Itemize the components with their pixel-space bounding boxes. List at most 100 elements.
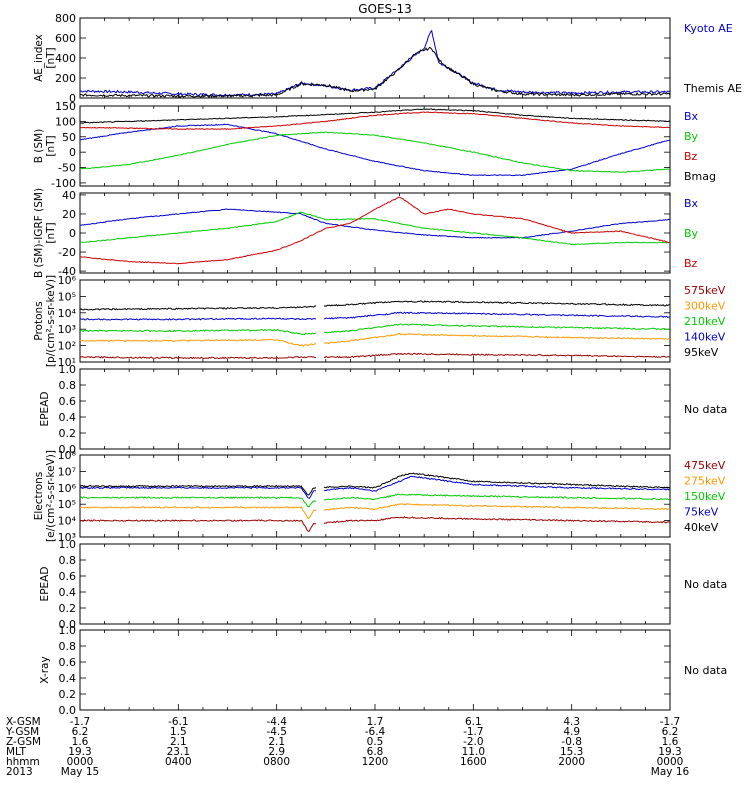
series-line-40kev xyxy=(79,472,671,496)
series-line-bmag xyxy=(79,108,671,124)
table-cell: 1.6 xyxy=(662,736,679,748)
panel-3: 40 20 0 -20 -40 B (SM)-IGRF (SM) [nT] Bx By Bz xyxy=(33,188,699,278)
table-row-label: 2013 xyxy=(6,766,33,778)
table-cell: 1600 xyxy=(460,756,487,768)
series-line-300kev xyxy=(79,333,671,347)
y-tick-label: -50 xyxy=(58,162,76,175)
panel-frame xyxy=(79,543,671,625)
table-cell: -1.7 xyxy=(660,716,681,728)
no-data-note: No data xyxy=(684,664,727,677)
panel-frame xyxy=(79,454,671,538)
table-cell: 23.1 xyxy=(167,746,190,758)
table-cell: -0.8 xyxy=(561,736,582,748)
y-tick-label: -100 xyxy=(51,177,76,190)
legend-150kev: 150keV xyxy=(684,490,726,503)
y-tick-label: 10³ xyxy=(58,323,76,336)
y-tick-label: 100 xyxy=(55,115,76,128)
y-tick-label: 20 xyxy=(62,208,76,221)
table-cell: 2.9 xyxy=(268,746,285,758)
panel-1: 0 200 400 600 800 AE_index [nT] Kyoto AE Themis … xyxy=(33,12,742,105)
y-tick-label: 150 xyxy=(55,100,76,113)
y-axis-label: AE_index xyxy=(33,34,45,82)
y-tick-label: 10³ xyxy=(58,531,76,544)
panel-frame xyxy=(79,368,671,450)
y-tick-label: 0.0 xyxy=(59,618,77,631)
y-tick-label: 50 xyxy=(62,131,76,144)
panel-frame xyxy=(79,629,671,711)
y-axis-label: EPEAD xyxy=(39,567,51,602)
series-line-150kev xyxy=(79,493,671,508)
legend-575kev: 575keV xyxy=(684,284,726,297)
series-line-575kev xyxy=(79,352,671,360)
x-axis-ephemeris-table: X-GSMY-GSMZ-GSMMLThhmm2013-1.76.21.619.3… xyxy=(5,716,690,778)
table-cell: 2.1 xyxy=(170,736,187,748)
y-tick-label: 0.0 xyxy=(59,704,77,717)
table-cell: 2000 xyxy=(558,756,585,768)
y-tick-label: 10⁶ xyxy=(58,482,77,495)
panel-frame xyxy=(79,279,671,363)
legend-bx: Bx xyxy=(684,197,699,210)
legend-40kev: 40keV xyxy=(684,521,719,534)
series-line-275kev xyxy=(79,503,671,520)
table-cell: 0000 xyxy=(657,756,684,768)
panel-6: 10⁸ 10⁷ 10⁶ 10⁵ 10⁴ 10³ Electrons [e/(cm²-s-sr-… xyxy=(33,449,726,544)
table-cell: 1.6 xyxy=(72,736,89,748)
y-tick-label: 0.2 xyxy=(59,427,77,440)
y-tick-label: 40 xyxy=(62,189,76,202)
panel-2: 150 100 50 0 -50 -100 B (SM) [nT] Bx By Bz Bmag xyxy=(33,100,716,190)
y-tick-label: 10⁵ xyxy=(58,498,76,511)
y-tick-label: -40 xyxy=(58,265,76,278)
table-row-label: X-GSM xyxy=(6,716,41,728)
table-cell: 2.1 xyxy=(268,736,285,748)
table-cell: 4.3 xyxy=(563,716,580,728)
series-line-bz xyxy=(79,111,671,130)
y-tick-label: 800 xyxy=(55,12,76,25)
y-tick-label: 0.6 xyxy=(59,395,77,408)
table-cell: -6.4 xyxy=(365,726,386,738)
y-tick-label: 0.4 xyxy=(59,672,77,685)
table-cell: 11.0 xyxy=(462,746,485,758)
table-row-label: MLT xyxy=(6,746,26,758)
table-cell: 0400 xyxy=(165,756,192,768)
legend-bz: Bz xyxy=(684,150,698,163)
table-cell: -4.4 xyxy=(266,716,287,728)
y-tick-label: 0.2 xyxy=(59,688,77,701)
legend-by: By xyxy=(684,227,699,240)
y-tick-label: 10⁴ xyxy=(58,307,77,320)
figure-title: GOES-13 xyxy=(358,2,412,16)
table-row-label: Z-GSM xyxy=(6,736,41,748)
legend-kyoto-ae: Kyoto AE xyxy=(684,22,733,35)
table-cell: 6.2 xyxy=(662,726,679,738)
y-axis-label: Protons xyxy=(33,301,45,340)
y-tick-label: 0 xyxy=(69,227,76,240)
series-line-140kev xyxy=(79,311,671,321)
y-tick-label: 0.6 xyxy=(59,570,77,583)
table-cell: 0800 xyxy=(263,756,290,768)
y-axis-label: [nT] xyxy=(45,47,57,68)
y-axis-label: EPEAD xyxy=(39,392,51,427)
y-tick-label: 0.4 xyxy=(59,411,77,424)
y-axis-label: [nT] xyxy=(45,135,57,156)
panel-5: 1.0 0.8 0.6 0.4 0.2 0.0 EPEAD No data xyxy=(39,363,727,456)
y-tick-label: -20 xyxy=(58,246,76,259)
series-line-bz xyxy=(79,196,671,265)
table-cell: -1.7 xyxy=(463,726,484,738)
y-tick-label: 0.0 xyxy=(59,443,77,456)
y-tick-label: 0 xyxy=(69,146,76,159)
y-axis-label: X-ray xyxy=(39,656,51,683)
y-tick-label: 0.8 xyxy=(59,379,77,392)
y-axis-label: [nT] xyxy=(45,222,57,243)
series-line-95kev xyxy=(79,300,671,311)
y-tick-label: 600 xyxy=(55,32,76,45)
series-line-bx xyxy=(79,123,671,177)
y-tick-label: 1.0 xyxy=(59,538,77,551)
panel-frame xyxy=(79,17,671,99)
y-tick-label: 10⁴ xyxy=(58,515,77,528)
y-axis-label: [p/(cm²-s-sr-keV)] xyxy=(45,275,57,367)
no-data-note: No data xyxy=(684,403,727,416)
y-tick-label: 0.6 xyxy=(59,656,77,669)
y-tick-label: 10⁸ xyxy=(58,449,77,462)
series-line-75kev xyxy=(79,475,671,500)
